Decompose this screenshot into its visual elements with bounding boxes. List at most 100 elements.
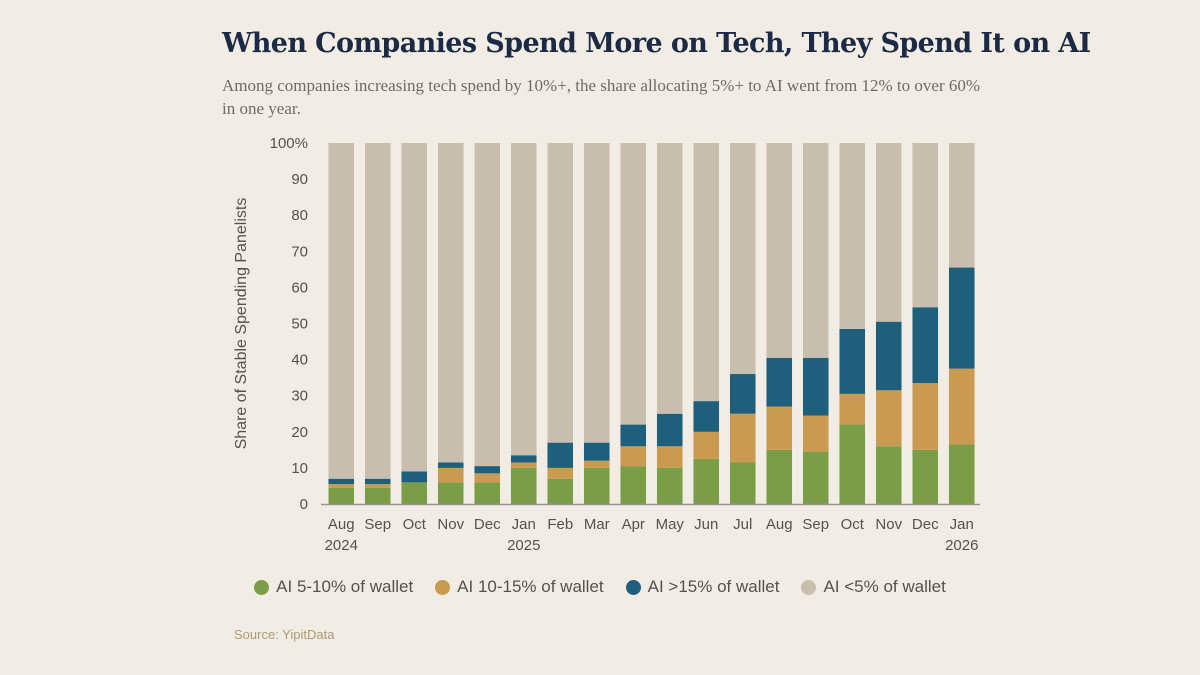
bar-segment: [510, 467, 537, 504]
bar-stack: [401, 143, 428, 504]
bar-segment: [656, 143, 683, 414]
legend-swatch: [801, 579, 817, 595]
x-tick-label: Aug: [328, 516, 355, 533]
y-tick-label: 70: [291, 243, 308, 260]
bar-segment: [510, 455, 537, 463]
x-tick-label: Nov: [875, 516, 902, 533]
bar-stack: [656, 143, 683, 504]
legend-item: AI >15% of wallet: [625, 577, 779, 597]
bar-segment: [583, 467, 610, 504]
bar-segment: [364, 143, 391, 479]
bar-segment: [912, 449, 939, 504]
bar-segment: [437, 482, 464, 504]
bar-segment: [875, 390, 902, 447]
x-tick-label: Jun: [694, 516, 718, 533]
bar-segment: [802, 357, 829, 416]
bar-segment: [693, 431, 720, 459]
bar-segment: [364, 484, 391, 488]
bar-stack: [766, 143, 793, 504]
x-tick-label: Aug: [766, 516, 793, 533]
bar-segment: [583, 442, 610, 461]
bar-segment: [875, 446, 902, 504]
bar-segment: [437, 143, 464, 463]
bar-segment: [620, 424, 647, 447]
bar-segment: [328, 487, 355, 504]
bar-segment: [328, 478, 355, 485]
y-tick-label: 40: [291, 352, 308, 369]
bar-segment: [948, 444, 975, 504]
bar-stack: [474, 143, 501, 504]
bar-stack: [510, 143, 537, 504]
bar-segment: [656, 467, 683, 504]
x-tick-label: Jul: [733, 516, 752, 533]
bar-segment: [364, 478, 391, 485]
x-axis-ticks: Aug 2024 Sep Oct Nov Dec Jan 2025 Feb Mar Apr May Ju…: [325, 516, 979, 554]
x-tick-label: Feb: [547, 516, 573, 533]
bar-stack: [839, 143, 866, 504]
legend-swatch: [625, 579, 641, 595]
legend-item: AI <5% of wallet: [801, 577, 946, 597]
x-tick-label: Mar: [584, 516, 610, 533]
x-tick-label: Oct: [841, 516, 865, 533]
bar-segment: [437, 462, 464, 468]
bar-segment: [656, 446, 683, 468]
x-tick-label: May: [656, 516, 685, 533]
bar-segment: [948, 368, 975, 445]
bar-segment: [437, 467, 464, 483]
bar-segment: [912, 383, 939, 450]
y-tick-label: 90: [291, 171, 308, 188]
bar-stack: [328, 143, 355, 504]
bar-segment: [474, 466, 501, 474]
y-axis-label: Share of Stable Spending Panelists: [233, 198, 250, 450]
x-tick-label: Jan: [512, 516, 536, 533]
bar-segment: [656, 413, 683, 447]
bar-stack: [547, 143, 574, 504]
bar-stack: [364, 143, 391, 504]
bar-segment: [912, 307, 939, 384]
bar-segment: [364, 487, 391, 504]
x-tick-label: 2024: [325, 537, 358, 554]
bar-segment: [547, 467, 574, 479]
legend-label: AI <5% of wallet: [823, 577, 946, 596]
bar-segment: [583, 460, 610, 468]
bar-segment: [766, 143, 793, 358]
bar-segment: [620, 466, 647, 504]
x-tick-label: Nov: [437, 516, 464, 533]
bar-segment: [729, 374, 756, 414]
bar-segment: [693, 143, 720, 402]
bar-stack: [437, 143, 464, 504]
bar-segment: [620, 143, 647, 425]
y-tick-label: 20: [291, 424, 308, 441]
y-tick-label: 0: [300, 496, 308, 513]
x-tick-label: Jan: [950, 516, 974, 533]
y-tick-label: 80: [291, 207, 308, 224]
bar-segment: [839, 328, 866, 394]
bar-segment: [729, 413, 756, 463]
bar-segment: [693, 458, 720, 504]
x-tick-label: 2025: [507, 537, 540, 554]
bar-segment: [766, 406, 793, 450]
bar-segment: [693, 401, 720, 432]
y-tick-label: 50: [291, 316, 308, 333]
bars: [328, 143, 975, 504]
bar-segment: [802, 415, 829, 452]
bar-stack: [693, 143, 720, 504]
bar-stack: [802, 143, 829, 504]
x-tick-label: Oct: [403, 516, 427, 533]
bar-segment: [912, 143, 939, 308]
bar-segment: [729, 143, 756, 375]
x-tick-label: Dec: [474, 516, 501, 533]
bar-segment: [474, 473, 501, 483]
bar-segment: [474, 143, 501, 467]
bar-segment: [875, 143, 902, 322]
y-axis-ticks: 0 10 20 30 40 50 60 70 80 90 100%: [270, 135, 308, 513]
bar-segment: [547, 478, 574, 504]
bar-segment: [729, 462, 756, 504]
bar-stack: [912, 143, 939, 504]
legend: AI 5-10% of wallet AI 10-15% of wallet AI …: [0, 577, 1200, 597]
y-tick-label: 10: [291, 460, 308, 477]
bar-segment: [766, 449, 793, 504]
x-tick-label: Sep: [364, 516, 391, 533]
bar-segment: [510, 462, 537, 468]
bar-segment: [875, 321, 902, 391]
